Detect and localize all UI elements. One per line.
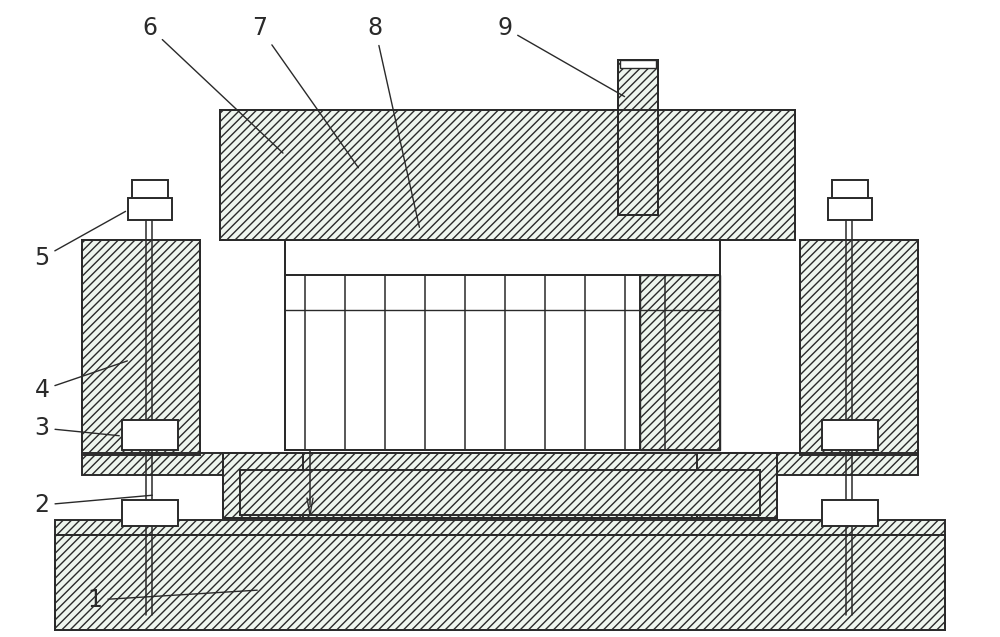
Bar: [285, 240, 720, 275]
Bar: [55, 520, 945, 535]
Bar: [128, 198, 172, 220]
Bar: [285, 240, 720, 275]
Bar: [618, 60, 658, 215]
Bar: [122, 420, 178, 450]
Bar: [132, 180, 168, 198]
Bar: [832, 180, 868, 198]
Bar: [220, 110, 795, 240]
Bar: [223, 453, 303, 518]
Bar: [640, 275, 720, 450]
Bar: [618, 60, 658, 215]
Bar: [220, 110, 795, 240]
Bar: [82, 453, 918, 475]
Bar: [82, 240, 200, 455]
Bar: [828, 198, 872, 220]
Text: 6: 6: [143, 16, 283, 153]
Bar: [82, 240, 200, 455]
Bar: [822, 420, 878, 450]
Bar: [55, 535, 945, 630]
Bar: [800, 240, 918, 455]
Text: 4: 4: [34, 361, 127, 402]
Bar: [285, 275, 720, 450]
Text: 5: 5: [34, 211, 126, 270]
Bar: [800, 240, 918, 455]
Bar: [640, 275, 720, 450]
Bar: [620, 60, 656, 68]
Text: 9: 9: [498, 16, 625, 97]
Text: 1: 1: [88, 588, 257, 612]
Text: 8: 8: [367, 16, 419, 227]
Bar: [697, 453, 777, 518]
Text: 7: 7: [252, 16, 358, 168]
Text: 2: 2: [34, 493, 152, 517]
Bar: [822, 500, 878, 526]
Bar: [223, 453, 777, 518]
Bar: [240, 470, 760, 515]
Text: 3: 3: [34, 416, 119, 440]
Bar: [223, 468, 777, 518]
Bar: [55, 535, 945, 630]
Bar: [122, 500, 178, 526]
Bar: [240, 470, 760, 515]
Bar: [285, 240, 720, 450]
